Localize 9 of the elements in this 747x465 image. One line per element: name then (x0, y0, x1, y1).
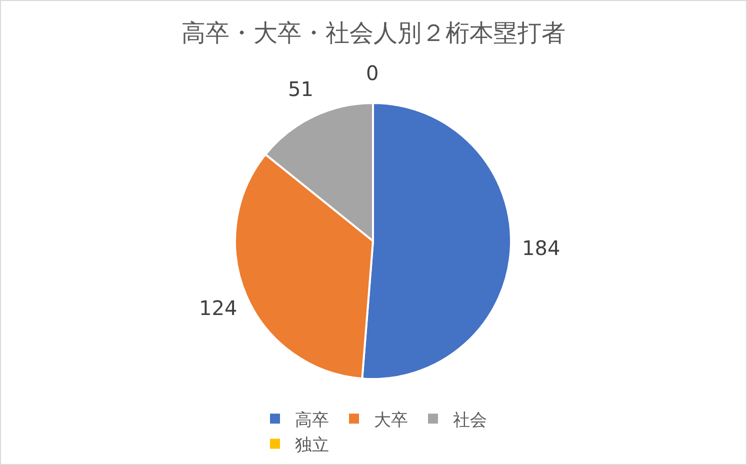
chart-title: 高卒・大卒・社会人別２桁本塁打者 (182, 18, 566, 47)
text: 0 (366, 61, 379, 85)
data-label: 124 (199, 296, 238, 320)
data-label: 184 (522, 236, 560, 260)
data-label: 51 (288, 77, 314, 101)
legend-label: 高卒 (295, 410, 329, 430)
legend-label: 大卒 (374, 410, 408, 430)
legend-label: 社会 (453, 410, 487, 430)
legend-label: 独立 (295, 435, 329, 456)
